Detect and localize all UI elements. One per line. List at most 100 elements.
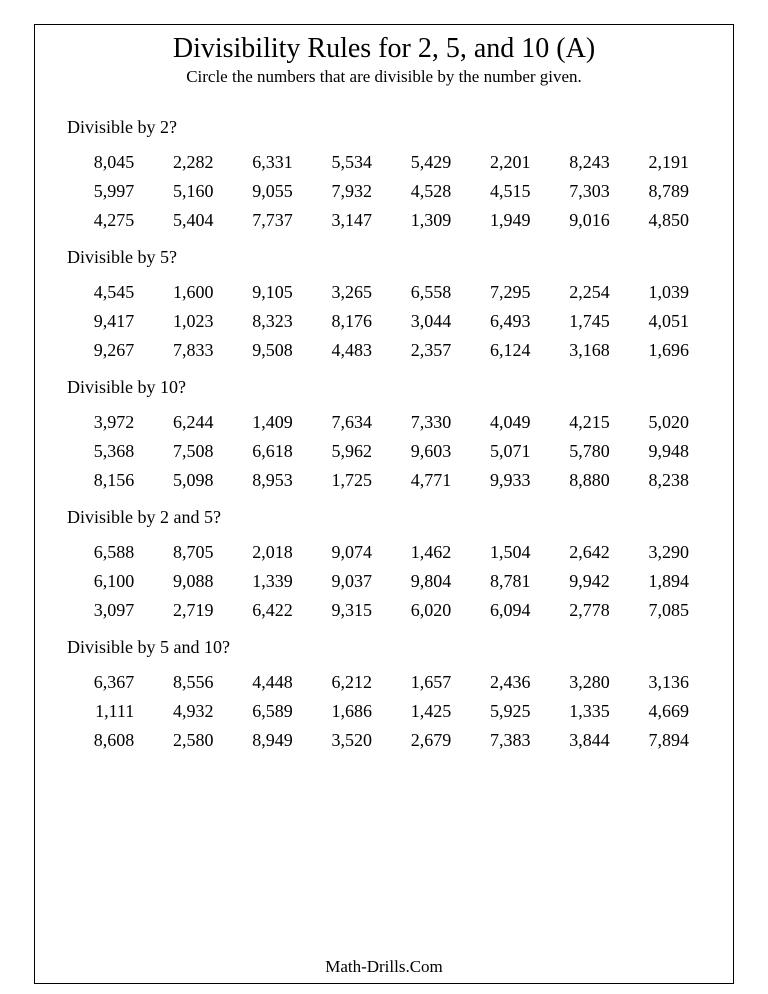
number-cell: 1,686 <box>305 701 384 722</box>
number-cell: 1,949 <box>463 210 542 231</box>
number-grid: 8,0452,2826,3315,5345,4292,2018,2432,191… <box>65 152 703 231</box>
number-cell: 1,039 <box>622 282 701 303</box>
section-label: Divisible by 10? <box>65 377 703 398</box>
number-cell: 7,634 <box>305 412 384 433</box>
number-cell: 2,436 <box>463 672 542 693</box>
number-cell: 1,745 <box>543 311 622 332</box>
number-cell: 7,894 <box>622 730 701 751</box>
number-cell: 1,425 <box>384 701 463 722</box>
number-cell: 3,280 <box>543 672 622 693</box>
number-cell: 5,534 <box>305 152 384 173</box>
number-cell: 1,725 <box>305 470 384 491</box>
number-cell: 8,045 <box>67 152 146 173</box>
number-cell: 6,588 <box>67 542 146 563</box>
number-cell: 2,191 <box>622 152 701 173</box>
number-cell: 8,608 <box>67 730 146 751</box>
page-title: Divisibility Rules for 2, 5, and 10 (A) <box>65 33 703 65</box>
number-cell: 1,657 <box>384 672 463 693</box>
number-cell: 6,618 <box>226 441 305 462</box>
number-cell: 7,508 <box>146 441 225 462</box>
number-cell: 8,781 <box>463 571 542 592</box>
number-cell: 4,515 <box>463 181 542 202</box>
number-cell: 9,417 <box>67 311 146 332</box>
number-cell: 2,679 <box>384 730 463 751</box>
number-cell: 3,520 <box>305 730 384 751</box>
number-cell: 5,368 <box>67 441 146 462</box>
number-cell: 4,275 <box>67 210 146 231</box>
number-cell: 5,997 <box>67 181 146 202</box>
number-cell: 4,528 <box>384 181 463 202</box>
number-cell: 5,780 <box>543 441 622 462</box>
number-cell: 4,850 <box>622 210 701 231</box>
number-grid: 6,3678,5564,4486,2121,6572,4363,2803,136… <box>65 672 703 751</box>
number-cell: 6,422 <box>226 600 305 621</box>
number-cell: 2,580 <box>146 730 225 751</box>
number-cell: 5,071 <box>463 441 542 462</box>
number-cell: 1,504 <box>463 542 542 563</box>
number-cell: 2,642 <box>543 542 622 563</box>
number-cell: 1,309 <box>384 210 463 231</box>
number-cell: 5,962 <box>305 441 384 462</box>
number-cell: 8,238 <box>622 470 701 491</box>
number-cell: 4,448 <box>226 672 305 693</box>
number-cell: 4,669 <box>622 701 701 722</box>
number-cell: 2,201 <box>463 152 542 173</box>
number-cell: 6,493 <box>463 311 542 332</box>
page-footer: Math-Drills.Com <box>65 943 703 977</box>
section-label: Divisible by 5? <box>65 247 703 268</box>
number-cell: 5,404 <box>146 210 225 231</box>
number-cell: 1,462 <box>384 542 463 563</box>
number-cell: 3,290 <box>622 542 701 563</box>
number-cell: 7,932 <box>305 181 384 202</box>
sections-container: Divisible by 2?8,0452,2826,3315,5345,429… <box>65 101 703 751</box>
number-cell: 6,020 <box>384 600 463 621</box>
number-cell: 9,508 <box>226 340 305 361</box>
number-cell: 1,111 <box>67 701 146 722</box>
number-cell: 8,953 <box>226 470 305 491</box>
number-cell: 3,265 <box>305 282 384 303</box>
number-grid: 3,9726,2441,4097,6347,3304,0494,2155,020… <box>65 412 703 491</box>
number-cell: 7,085 <box>622 600 701 621</box>
number-cell: 7,295 <box>463 282 542 303</box>
number-cell: 6,212 <box>305 672 384 693</box>
number-cell: 3,168 <box>543 340 622 361</box>
number-cell: 2,719 <box>146 600 225 621</box>
number-cell: 3,097 <box>67 600 146 621</box>
worksheet-page: Divisibility Rules for 2, 5, and 10 (A) … <box>34 24 734 984</box>
number-cell: 4,545 <box>67 282 146 303</box>
number-cell: 2,018 <box>226 542 305 563</box>
number-cell: 8,705 <box>146 542 225 563</box>
number-cell: 4,483 <box>305 340 384 361</box>
number-cell: 9,948 <box>622 441 701 462</box>
number-cell: 7,303 <box>543 181 622 202</box>
number-cell: 2,282 <box>146 152 225 173</box>
number-cell: 5,429 <box>384 152 463 173</box>
number-cell: 9,105 <box>226 282 305 303</box>
number-grid: 4,5451,6009,1053,2656,5587,2952,2541,039… <box>65 282 703 361</box>
number-cell: 1,335 <box>543 701 622 722</box>
number-cell: 3,972 <box>67 412 146 433</box>
number-cell: 1,339 <box>226 571 305 592</box>
number-cell: 1,409 <box>226 412 305 433</box>
number-cell: 2,254 <box>543 282 622 303</box>
number-cell: 4,215 <box>543 412 622 433</box>
number-cell: 9,037 <box>305 571 384 592</box>
number-cell: 8,323 <box>226 311 305 332</box>
number-cell: 6,094 <box>463 600 542 621</box>
number-cell: 3,844 <box>543 730 622 751</box>
number-grid: 6,5888,7052,0189,0741,4621,5042,6423,290… <box>65 542 703 621</box>
number-cell: 4,771 <box>384 470 463 491</box>
number-cell: 9,933 <box>463 470 542 491</box>
number-cell: 8,243 <box>543 152 622 173</box>
number-cell: 8,949 <box>226 730 305 751</box>
number-cell: 1,023 <box>146 311 225 332</box>
number-cell: 3,136 <box>622 672 701 693</box>
number-cell: 8,556 <box>146 672 225 693</box>
number-cell: 6,100 <box>67 571 146 592</box>
number-cell: 9,267 <box>67 340 146 361</box>
number-cell: 7,330 <box>384 412 463 433</box>
number-cell: 5,098 <box>146 470 225 491</box>
number-cell: 8,880 <box>543 470 622 491</box>
number-cell: 7,383 <box>463 730 542 751</box>
number-cell: 3,147 <box>305 210 384 231</box>
